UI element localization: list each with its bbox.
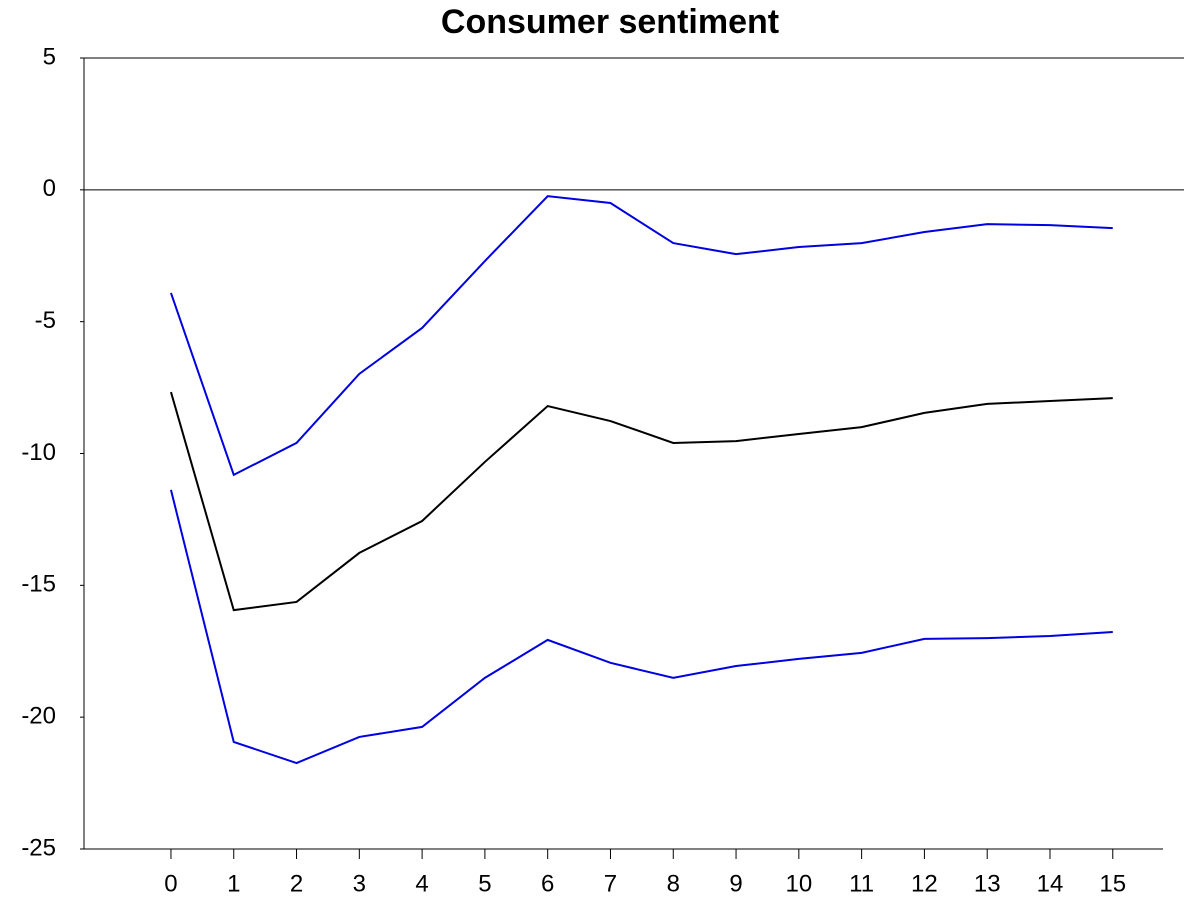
x-tick-label: 7 bbox=[604, 870, 617, 897]
x-tick-label: 0 bbox=[164, 870, 177, 897]
y-tick-label: -25 bbox=[21, 834, 56, 861]
chart-title: Consumer sentiment bbox=[441, 3, 779, 41]
x-tick-label: 13 bbox=[974, 870, 1001, 897]
x-tick-label: 4 bbox=[415, 870, 428, 897]
y-tick-label: 0 bbox=[43, 175, 56, 202]
y-tick-label: 5 bbox=[43, 43, 56, 70]
y-tick-label: -20 bbox=[21, 703, 56, 730]
x-tick-label: 8 bbox=[667, 870, 680, 897]
y-tick-label: -10 bbox=[21, 439, 56, 466]
x-tick-label: 1 bbox=[227, 870, 240, 897]
x-tick-label: 14 bbox=[1037, 870, 1064, 897]
x-tick-label: 11 bbox=[849, 870, 874, 897]
x-tick-label: 10 bbox=[785, 870, 812, 897]
x-tick-label: 6 bbox=[541, 870, 554, 897]
series-line bbox=[169, 489, 1113, 765]
series-line bbox=[170, 195, 1113, 477]
x-tick-label: 12 bbox=[911, 870, 938, 897]
y-tick-label: -5 bbox=[35, 307, 56, 334]
series-line bbox=[169, 391, 1113, 612]
y-tick-label: -15 bbox=[21, 571, 56, 598]
x-tick-label: 2 bbox=[290, 870, 303, 897]
x-tick-label: 5 bbox=[478, 870, 491, 897]
x-tick-label: 9 bbox=[729, 870, 742, 897]
x-tick-label: 3 bbox=[353, 870, 366, 897]
x-tick-label: 15 bbox=[1099, 870, 1126, 897]
